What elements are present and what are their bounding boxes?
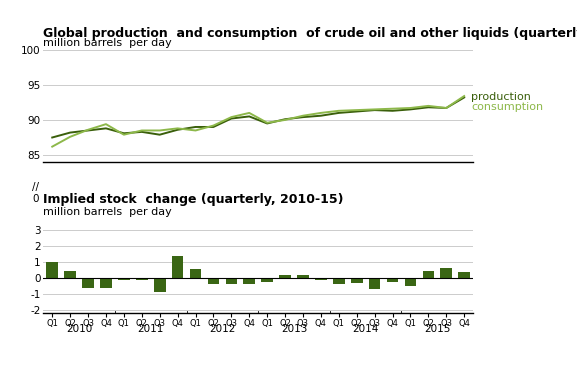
Text: million barrels  per day: million barrels per day xyxy=(43,38,172,48)
Text: 0: 0 xyxy=(32,194,39,204)
Text: 2013: 2013 xyxy=(281,324,307,333)
Bar xyxy=(100,278,112,288)
Text: 2014: 2014 xyxy=(353,324,379,333)
Text: consumption: consumption xyxy=(471,102,544,112)
Bar xyxy=(64,271,76,278)
Bar xyxy=(297,275,309,278)
Bar xyxy=(458,272,470,278)
Bar xyxy=(315,278,327,280)
Bar xyxy=(422,271,434,278)
Text: 2012: 2012 xyxy=(209,324,235,333)
Text: 2015: 2015 xyxy=(424,324,451,333)
Bar xyxy=(154,278,166,291)
Bar xyxy=(351,278,362,283)
Bar xyxy=(190,269,201,278)
Bar xyxy=(261,278,273,282)
Bar xyxy=(226,278,237,283)
Bar xyxy=(243,278,255,283)
Bar xyxy=(387,278,398,282)
Text: Implied stock  change (quarterly, 2010-15): Implied stock change (quarterly, 2010-15… xyxy=(43,193,344,206)
Text: //: // xyxy=(32,182,39,192)
Bar xyxy=(83,278,94,288)
Bar xyxy=(333,278,344,283)
Text: 2010: 2010 xyxy=(66,324,92,333)
Bar xyxy=(46,262,58,278)
Bar xyxy=(279,275,291,278)
Bar xyxy=(172,256,183,278)
Bar xyxy=(118,278,130,280)
Text: million barrels  per day: million barrels per day xyxy=(43,207,172,217)
Bar xyxy=(404,278,416,286)
Bar xyxy=(136,278,148,280)
Bar xyxy=(369,278,380,289)
Text: 2011: 2011 xyxy=(137,324,164,333)
Text: Global production  and consumption  of crude oil and other liquids (quarterly, 2: Global production and consumption of cru… xyxy=(43,27,577,40)
Bar xyxy=(208,278,219,283)
Bar xyxy=(440,268,452,278)
Text: production: production xyxy=(471,92,531,102)
